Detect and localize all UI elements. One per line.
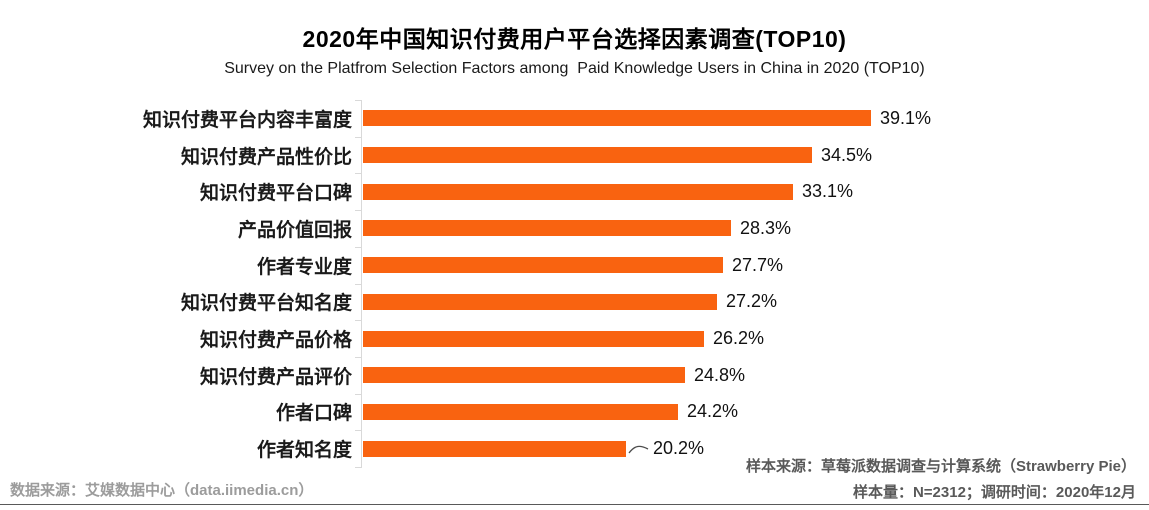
bar xyxy=(363,220,731,237)
bar-row: 知识付费产品评价 24.8% xyxy=(0,357,1149,394)
axis-tick xyxy=(355,467,362,468)
axis-tick xyxy=(355,100,362,101)
bar-row: 产品价值回报 28.3% xyxy=(0,210,1149,247)
value-label: 27.2% xyxy=(726,291,778,312)
category-label: 知识付费产品评价 xyxy=(199,366,352,388)
axis-tick xyxy=(355,357,362,358)
bar xyxy=(363,110,871,127)
axis-tick xyxy=(355,137,362,138)
axis-tick xyxy=(355,247,362,248)
value-label: 34.5% xyxy=(821,144,873,165)
category-label: 知识付费平台知名度 xyxy=(180,293,352,315)
sample-source-note: 样本来源：草莓派数据调查与计算系统（Strawberry Pie） xyxy=(745,458,1136,475)
category-label: 作者专业度 xyxy=(256,256,352,278)
value-label: 24.8% xyxy=(694,364,746,385)
bar-chart: 知识付费平台内容丰富度 39.1% 知识付费产品性价比 34.5% 知识付费平台口碑 33… xyxy=(0,100,1149,468)
chart-subtitle: Survey on the Platfrom Selection Factors… xyxy=(224,60,925,77)
bar xyxy=(363,183,793,200)
axis-tick xyxy=(355,320,362,321)
bar-row: 知识付费产品性价比 34.5% xyxy=(0,137,1149,174)
value-label: 27.7% xyxy=(732,254,784,275)
category-label: 作者口碑 xyxy=(275,403,352,425)
axis-tick xyxy=(355,284,362,285)
bar xyxy=(363,147,812,164)
category-label: 知识付费平台口碑 xyxy=(199,183,352,205)
value-label: 39.1% xyxy=(880,107,932,128)
bar-row: 知识付费产品价格 26.2% xyxy=(0,320,1149,357)
axis-tick xyxy=(355,430,362,431)
category-label: 作者知名度 xyxy=(256,440,352,462)
bar-row: 知识付费平台口碑 33.1% xyxy=(0,173,1149,210)
bar xyxy=(363,440,626,457)
value-label: 20.2% xyxy=(653,438,705,459)
bar xyxy=(363,367,685,384)
axis-tick xyxy=(355,210,362,211)
sample-notes: 样本来源：草莓派数据调查与计算系统（Strawberry Pie） 样本量：N=… xyxy=(746,454,1136,506)
bar xyxy=(363,403,678,420)
bar xyxy=(363,293,717,310)
value-label: 24.2% xyxy=(687,401,739,422)
chart-title: 2020年中国知识付费用户平台选择因素调查(TOP10) xyxy=(302,26,847,52)
bar-row: 知识付费平台知名度 27.2% xyxy=(0,284,1149,321)
category-label: 知识付费平台内容丰富度 xyxy=(142,109,352,131)
bar xyxy=(363,330,704,347)
data-source-note: 数据来源：艾媒数据中心（data.iimedia.cn） xyxy=(10,482,314,499)
bottom-divider xyxy=(0,504,1149,505)
value-label: 28.3% xyxy=(740,217,792,238)
bar xyxy=(363,257,723,274)
y-axis-line xyxy=(355,100,362,468)
value-label: 26.2% xyxy=(713,328,765,349)
axis-tick xyxy=(355,394,362,395)
category-label: 知识付费产品价格 xyxy=(199,330,352,352)
value-label: 33.1% xyxy=(802,181,854,202)
leader-line xyxy=(628,441,650,457)
bar-rows: 知识付费平台内容丰富度 39.1% 知识付费产品性价比 34.5% 知识付费平台口碑 33… xyxy=(0,100,1149,467)
bar-row: 作者知名度 20.2% xyxy=(0,430,1149,467)
bar-row: 作者口碑 24.2% xyxy=(0,394,1149,431)
category-label: 产品价值回报 xyxy=(237,219,352,241)
axis-tick xyxy=(355,173,362,174)
category-label: 知识付费产品性价比 xyxy=(180,146,352,168)
sample-size-note: 样本量：N=2312；调研时间：2020年12月 xyxy=(852,484,1136,501)
bar-row: 作者专业度 27.7% xyxy=(0,247,1149,284)
bar-row: 知识付费平台内容丰富度 39.1% xyxy=(0,100,1149,137)
